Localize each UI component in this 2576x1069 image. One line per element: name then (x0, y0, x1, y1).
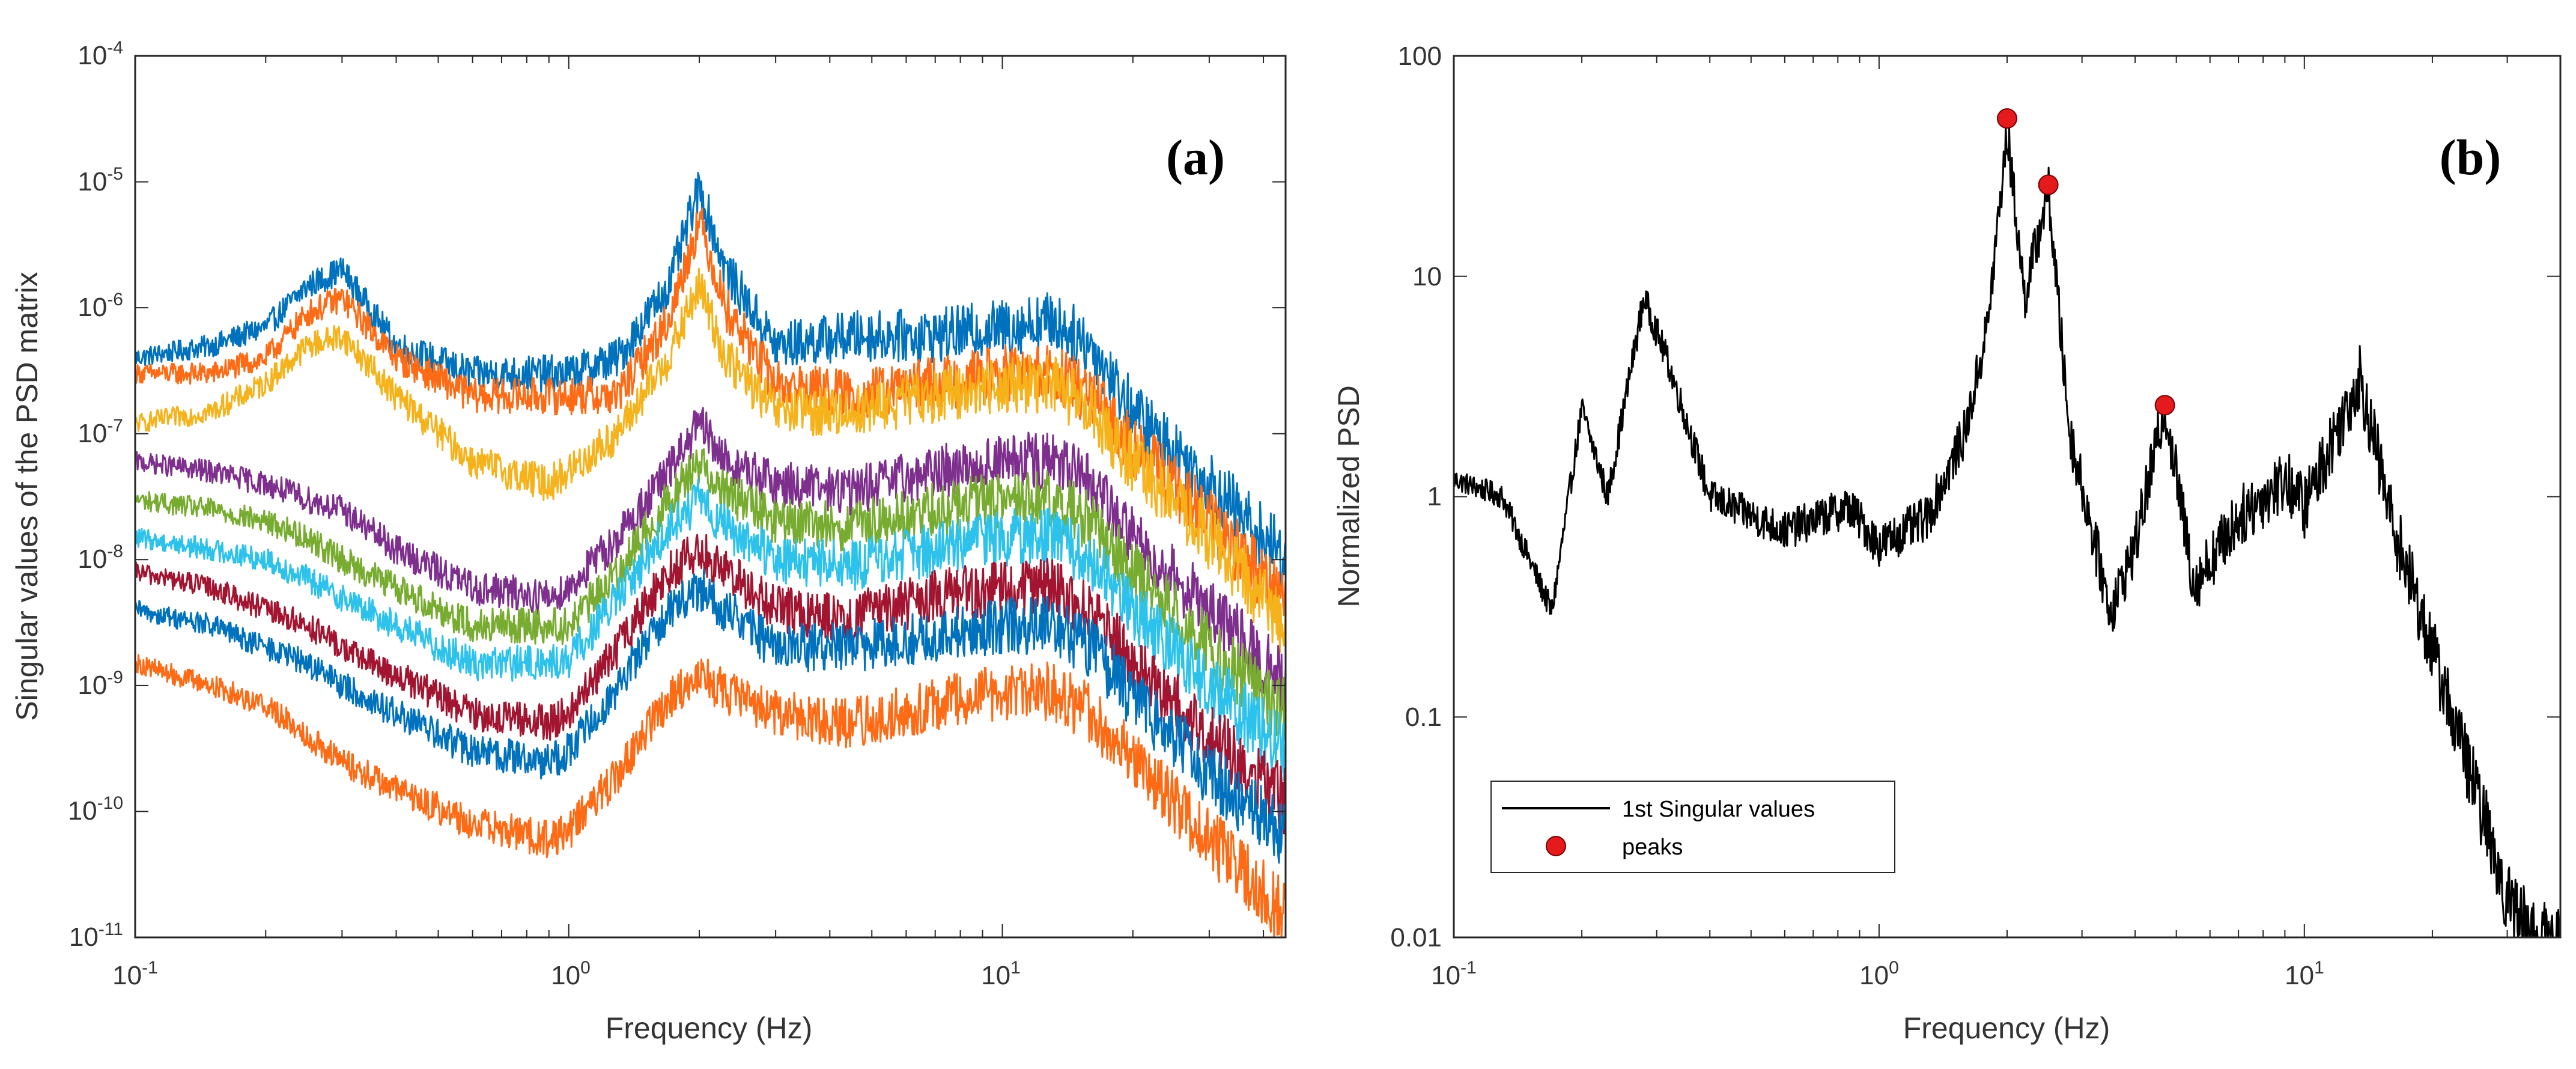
chart-a-ytick-5: 10-6 (77, 290, 123, 322)
legend-marker-peaks (1546, 836, 1566, 856)
chart-a-ytick-2: 10-9 (77, 668, 123, 700)
chart-b-xtick-1: 100 (1859, 958, 1899, 990)
chart-b-frame (1453, 55, 2562, 939)
chart-a-xtick-2: 101 (981, 958, 1021, 990)
chart-b-ytick-4: 100 (1398, 41, 1442, 71)
chart-a-ytick-4: 10-7 (77, 416, 123, 448)
legend-label-peaks: peaks (1622, 835, 1683, 860)
series-line-sv8 (134, 568, 1287, 864)
series-line-sv7 (134, 534, 1287, 835)
chart-a-frame (134, 55, 1287, 939)
series-line-sv4 (134, 407, 1287, 714)
chart-a-ytick-7: 10-4 (77, 38, 123, 70)
chart-a-ytick-1: 10-10 (68, 793, 123, 826)
chart-a-series-group (134, 172, 1287, 939)
peak-marker (2038, 174, 2059, 195)
chart-b-ylabel: Normalized PSD (1332, 385, 1365, 608)
chart-b-ytick-3: 10 (1412, 262, 1442, 291)
legend-label-singular: 1st Singular values (1622, 797, 1815, 822)
chart-b-legend: 1st Singular values peaks (1490, 781, 1895, 873)
peak-marker (1997, 108, 2017, 129)
chart-a-xtick-0: 10-1 (112, 958, 158, 990)
series-line-sv9 (134, 654, 1286, 939)
chart-b-xlabel: Frequency (Hz) (1903, 1011, 2110, 1045)
chart-a-ylabel: Singular values of the PSD matrix (10, 272, 44, 721)
legend-box (1490, 781, 1895, 873)
chart-a-xlabel: Frequency (Hz) (606, 1011, 813, 1045)
chart-a-ytick-3: 10-8 (77, 541, 123, 574)
series-line-sv6 (134, 478, 1287, 782)
chart-b-xtick-2: 101 (2285, 958, 2324, 990)
chart-a-ytick-0: 10-11 (69, 919, 123, 952)
chart-b: (b) 10-1 100 101 0.01 0.1 1 10 100 Frequ… (1332, 41, 2562, 1045)
chart-b-ytick-2: 1 (1427, 482, 1442, 511)
series-line-sv3 (135, 267, 1287, 654)
series-line-sv1 (134, 172, 1287, 589)
series-line-sv5 (134, 448, 1287, 741)
chart-b-ytick-1: 0.1 (1405, 702, 1442, 732)
chart-a-panel-label: (a) (1166, 130, 1225, 186)
series-line-sv2 (134, 207, 1287, 619)
chart-b-xtick-0: 10-1 (1431, 958, 1477, 990)
chart-b-peaks-group (1997, 108, 2175, 416)
series-line-1st-singular-values (1453, 123, 2562, 939)
chart-b-ytick-0: 0.01 (1390, 923, 1442, 952)
chart-b-panel-label: (b) (2440, 130, 2502, 186)
peak-marker (2154, 395, 2175, 416)
chart-a: (a) 10-1 100 101 10-11 10-10 10-9 10-8 1… (10, 38, 1287, 1045)
chart-a-xtick-1: 100 (551, 958, 591, 990)
chart-a-ytick-6: 10-5 (77, 164, 123, 196)
chart-b-series-group (1453, 123, 2562, 939)
